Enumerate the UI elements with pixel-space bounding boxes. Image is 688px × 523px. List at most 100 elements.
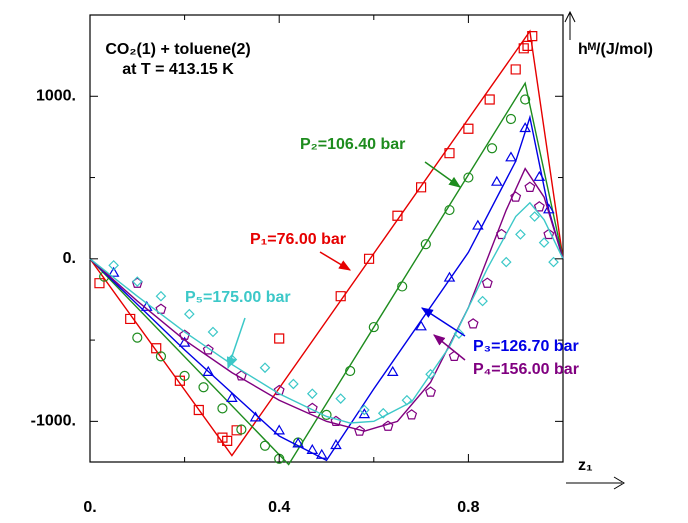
series-label: P₅=175.00 bar <box>185 289 291 306</box>
data-point <box>505 151 517 162</box>
x-arrow-head <box>613 476 625 490</box>
data-point <box>401 394 413 406</box>
data-point <box>155 290 167 302</box>
data-point <box>453 328 465 339</box>
data-point <box>273 424 286 435</box>
data-point <box>155 351 167 362</box>
fit-line <box>89 81 564 466</box>
data-point <box>259 362 271 374</box>
data-point <box>358 404 370 416</box>
fit-line <box>89 201 564 424</box>
data-point <box>354 425 366 436</box>
data-point <box>235 370 247 381</box>
data-point <box>151 343 162 354</box>
plot-area <box>89 29 564 466</box>
data-point <box>533 201 545 212</box>
data-point <box>529 211 540 222</box>
data-point <box>108 259 119 271</box>
data-point <box>273 384 285 396</box>
data-point <box>131 276 143 287</box>
data-point <box>533 170 546 181</box>
x-tick-label: 0.4 <box>268 499 290 516</box>
data-point <box>416 182 427 193</box>
data-point <box>425 386 437 397</box>
data-point <box>538 237 550 248</box>
label-arrow <box>420 307 466 337</box>
data-point <box>515 229 526 240</box>
data-point <box>94 278 105 289</box>
data-point <box>467 318 479 329</box>
data-point <box>306 443 319 454</box>
data-point <box>415 320 427 331</box>
data-point <box>217 432 228 443</box>
data-point <box>420 239 431 250</box>
data-point <box>463 172 474 183</box>
data-point <box>386 365 399 376</box>
y-axis-label: hᴹ/(J/mol) <box>578 41 653 58</box>
data-point <box>358 408 371 419</box>
data-point <box>481 277 493 288</box>
data-point <box>183 308 195 320</box>
data-point <box>363 253 375 264</box>
data-point <box>505 113 517 125</box>
data-point <box>107 266 120 277</box>
data-point <box>125 313 136 325</box>
data-point <box>368 321 379 333</box>
data-point <box>315 448 328 459</box>
data-point <box>222 435 233 446</box>
label-arrow <box>319 251 352 271</box>
fit-line <box>89 29 564 457</box>
data-point <box>484 94 495 105</box>
y-tick-label: 0. <box>63 250 76 267</box>
data-point <box>330 415 342 427</box>
data-point <box>496 228 507 240</box>
data-point <box>443 271 456 282</box>
data-point <box>345 365 356 377</box>
data-point <box>198 382 209 393</box>
data-point <box>444 148 455 159</box>
data-point <box>259 440 271 451</box>
data-point <box>330 439 342 450</box>
plot-frame <box>89 14 564 463</box>
y-arrow-head <box>564 10 576 23</box>
data-point <box>174 375 185 386</box>
fit-line <box>89 114 564 462</box>
data-point <box>486 143 498 154</box>
data-point <box>274 333 285 344</box>
data-point <box>524 181 536 192</box>
data-point <box>132 332 143 343</box>
y-tick-label: -1000. <box>31 413 76 430</box>
label-arrow <box>226 317 246 370</box>
data-point <box>519 122 531 133</box>
data-point <box>306 388 318 400</box>
series-label: P₁=76.00 bar <box>250 231 346 248</box>
x-tick-label: 0. <box>83 499 96 516</box>
chart-subtitle: at T = 413.15 K <box>122 61 234 78</box>
series-label: P₂=106.40 bar <box>300 136 405 153</box>
data-point <box>377 407 389 419</box>
data-point <box>236 424 247 435</box>
data-point <box>382 420 394 431</box>
series-label: P₄=156.00 bar <box>473 361 579 378</box>
data-point <box>193 404 204 416</box>
data-point <box>444 204 455 216</box>
label-arrow <box>433 334 466 361</box>
data-point <box>543 228 555 240</box>
data-point <box>463 123 474 134</box>
data-point <box>397 281 408 292</box>
data-point <box>527 31 538 42</box>
data-point <box>425 368 436 380</box>
data-point <box>392 210 403 221</box>
data-point <box>406 409 418 420</box>
data-point <box>518 43 529 54</box>
data-point <box>448 350 460 361</box>
data-point <box>249 411 262 422</box>
data-point <box>288 378 299 390</box>
data-point <box>520 94 531 105</box>
x-axis-label: z₁ <box>578 457 593 474</box>
chart-title: CO₂(1) + toluene(2) <box>105 41 250 58</box>
data-point <box>472 219 484 230</box>
data-point <box>490 175 503 186</box>
